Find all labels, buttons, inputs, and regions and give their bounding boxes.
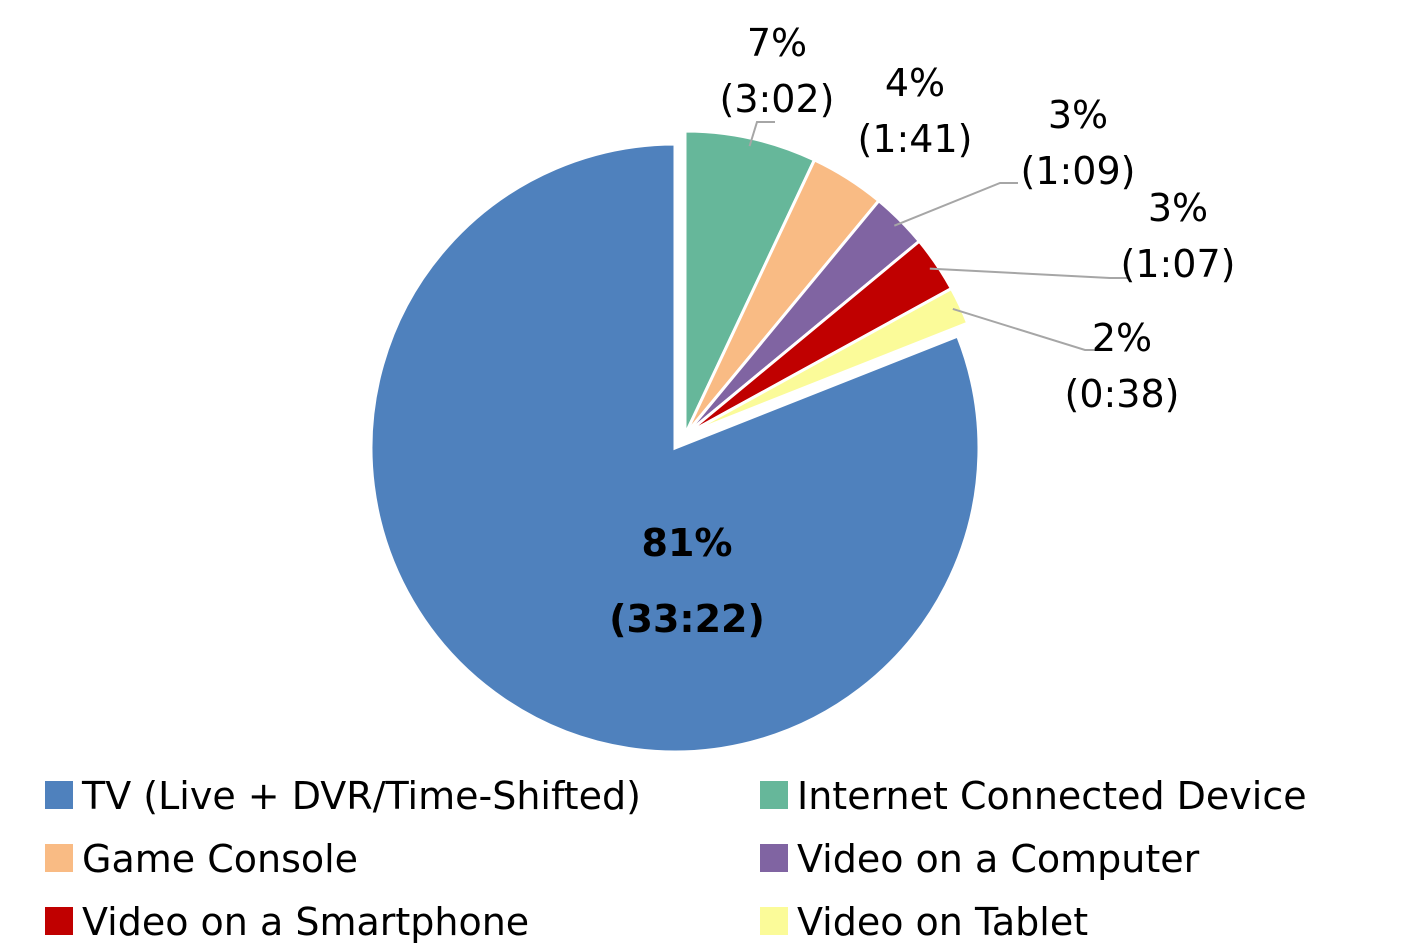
- leader-line: [929, 267, 1128, 279]
- legend-label: Video on a Smartphone: [82, 900, 529, 944]
- legend-label: Video on Tablet: [797, 900, 1088, 944]
- legend-swatch: [760, 844, 788, 872]
- pie-slice: [684, 286, 970, 437]
- leader-line: [893, 182, 1018, 227]
- legend-swatch: [45, 781, 73, 809]
- legend-swatch: [760, 781, 788, 809]
- data-label: 3%: [1048, 93, 1108, 137]
- data-label: 2%: [1092, 316, 1152, 360]
- data-label: (0:38): [1065, 372, 1180, 416]
- data-label: (3:02): [720, 77, 835, 121]
- legend-swatch: [760, 907, 788, 935]
- leader-line: [952, 308, 1103, 351]
- legend-label: TV (Live + DVR/Time-Shifted): [81, 774, 641, 818]
- data-label: 3%: [1148, 186, 1208, 230]
- legend-swatch: [45, 907, 73, 935]
- data-label: (33:22): [609, 597, 765, 641]
- data-label: (1:09): [1021, 149, 1136, 193]
- data-label: 7%: [747, 21, 807, 65]
- data-label: 4%: [885, 61, 945, 105]
- data-label: (1:07): [1121, 242, 1236, 286]
- data-label: 81%: [642, 521, 733, 565]
- legend-label: Internet Connected Device: [797, 774, 1307, 818]
- legend-swatch: [45, 844, 73, 872]
- legend-label: Video on a Computer: [797, 837, 1200, 881]
- data-label: (1:41): [858, 117, 973, 161]
- legend-label: Game Console: [82, 837, 358, 881]
- leader-line: [748, 121, 775, 147]
- pie-slice: [369, 142, 981, 754]
